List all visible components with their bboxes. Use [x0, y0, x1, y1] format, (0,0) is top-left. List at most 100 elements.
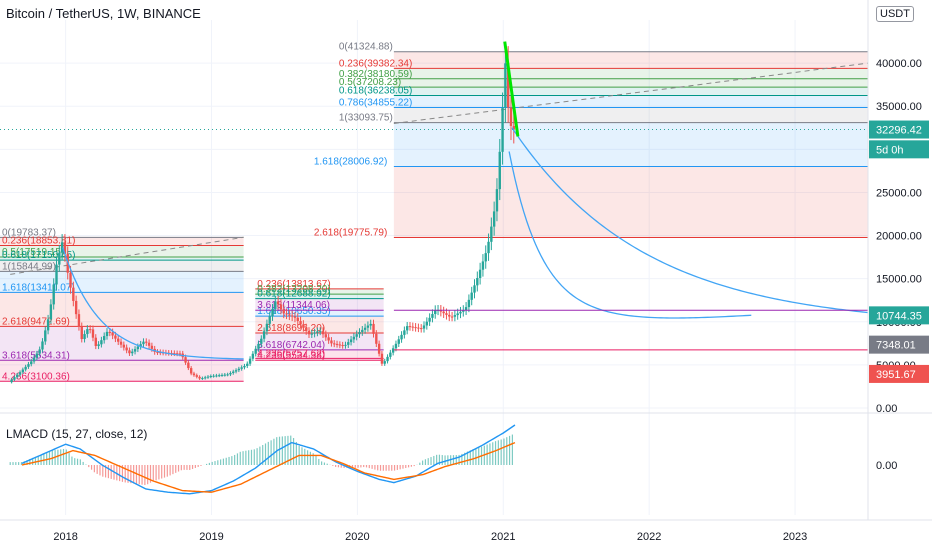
- candle-body: [150, 345, 154, 349]
- candle-body: [307, 330, 311, 335]
- candle-body: [313, 332, 316, 334]
- histogram-bar: [385, 465, 387, 471]
- candle-body: [268, 316, 271, 324]
- histogram-bar: [121, 465, 124, 482]
- histogram-bar: [197, 465, 199, 467]
- histogram-bar: [354, 465, 356, 468]
- histogram-bar: [88, 465, 90, 468]
- histogram-bar: [371, 465, 373, 469]
- candle-body: [445, 313, 448, 315]
- candle-body: [470, 292, 473, 300]
- candle-body: [459, 311, 462, 314]
- candle-body: [192, 373, 196, 376]
- histogram-bar: [26, 460, 28, 465]
- histogram-bar: [205, 463, 208, 465]
- candle-body: [125, 347, 128, 351]
- candle-body: [383, 361, 386, 364]
- candle-body: [375, 333, 378, 344]
- fib-level-label: 1.618(13411.07): [2, 282, 75, 293]
- histogram-bar: [200, 465, 202, 466]
- histogram-bar: [494, 441, 497, 465]
- candle-body: [509, 107, 513, 126]
- candle-body: [319, 331, 322, 333]
- candle-body: [302, 324, 305, 328]
- candle-body: [271, 308, 274, 317]
- histogram-bar: [37, 455, 39, 465]
- candle-body: [100, 340, 103, 345]
- histogram-bar: [382, 465, 384, 471]
- fib-level-label: 0.786(34855.22): [339, 97, 412, 108]
- candle-body: [55, 264, 58, 285]
- candle-body: [431, 314, 434, 318]
- histogram-bar: [141, 465, 143, 485]
- candle-body: [358, 332, 361, 335]
- histogram-bar: [57, 449, 59, 465]
- histogram-bar: [267, 441, 269, 465]
- candle-body: [117, 338, 120, 342]
- histogram-bar: [135, 465, 138, 484]
- candle-body: [279, 304, 283, 310]
- fib-level-label: 1(15844.99): [2, 261, 56, 272]
- histogram-bar: [76, 458, 79, 465]
- fib-zone: [393, 68, 868, 79]
- candle-body: [27, 364, 30, 367]
- price-label: 5d 0h: [876, 144, 904, 156]
- histogram-bar: [259, 446, 261, 465]
- currency-badge[interactable]: USDT: [876, 6, 914, 22]
- x-tick-label: 2021: [491, 531, 515, 543]
- fib-level-label: 4.236(3100.36): [2, 371, 70, 382]
- candle-body: [400, 334, 403, 340]
- fib-level-label: 3.618(11344.06): [257, 300, 330, 311]
- candle-body: [133, 349, 137, 352]
- histogram-bar: [175, 465, 177, 473]
- candle-body: [195, 375, 198, 377]
- histogram-bar: [149, 465, 152, 483]
- histogram-bar: [500, 439, 502, 465]
- histogram-bar: [222, 458, 225, 465]
- histogram-bar: [183, 465, 185, 470]
- candle-body: [361, 329, 364, 333]
- y-tick-label: 25000.00: [876, 187, 922, 199]
- candle-body: [35, 353, 39, 358]
- candle-body: [30, 361, 33, 365]
- candle-body: [111, 332, 114, 336]
- histogram-bar: [253, 449, 255, 465]
- histogram-bar: [318, 458, 320, 465]
- arc-curve: [511, 127, 869, 314]
- fib-level-label: 0.618(17150.45): [2, 250, 75, 261]
- fib-level-label: 0.236(18853.81): [2, 235, 75, 246]
- histogram-bar: [388, 465, 390, 471]
- candle-body: [501, 107, 504, 152]
- histogram-bar: [144, 465, 146, 486]
- fib-level-label: 1.618(10650.35): [257, 306, 330, 317]
- histogram-bar: [242, 451, 244, 465]
- histogram-bar: [475, 448, 477, 465]
- histogram-bar: [489, 443, 491, 465]
- histogram-bar: [363, 465, 365, 468]
- histogram-bar: [466, 451, 469, 465]
- arc-curve: [62, 247, 244, 360]
- histogram-bar: [399, 465, 401, 470]
- price-label-box: [869, 335, 929, 354]
- histogram-bar: [368, 465, 370, 469]
- histogram-bar: [343, 465, 345, 468]
- fib-zone: [255, 349, 384, 359]
- fib-zone: [393, 95, 868, 108]
- candle-body: [44, 330, 47, 342]
- candle-body: [237, 368, 241, 371]
- histogram-bar: [74, 458, 76, 465]
- fib-zone: [255, 333, 384, 350]
- fib-level-label: 4.236(5534.38): [257, 350, 325, 361]
- histogram-bar: [43, 453, 45, 465]
- histogram-bar: [90, 465, 93, 470]
- candle-body: [63, 242, 67, 255]
- price-label-box: [869, 120, 929, 139]
- histogram-bar: [407, 465, 410, 468]
- candle-body: [512, 125, 515, 130]
- candle-body: [341, 345, 344, 347]
- price-label: 7348.01: [876, 340, 916, 352]
- histogram-bar: [351, 465, 354, 468]
- candle-body: [74, 300, 78, 315]
- histogram-bar: [464, 452, 466, 465]
